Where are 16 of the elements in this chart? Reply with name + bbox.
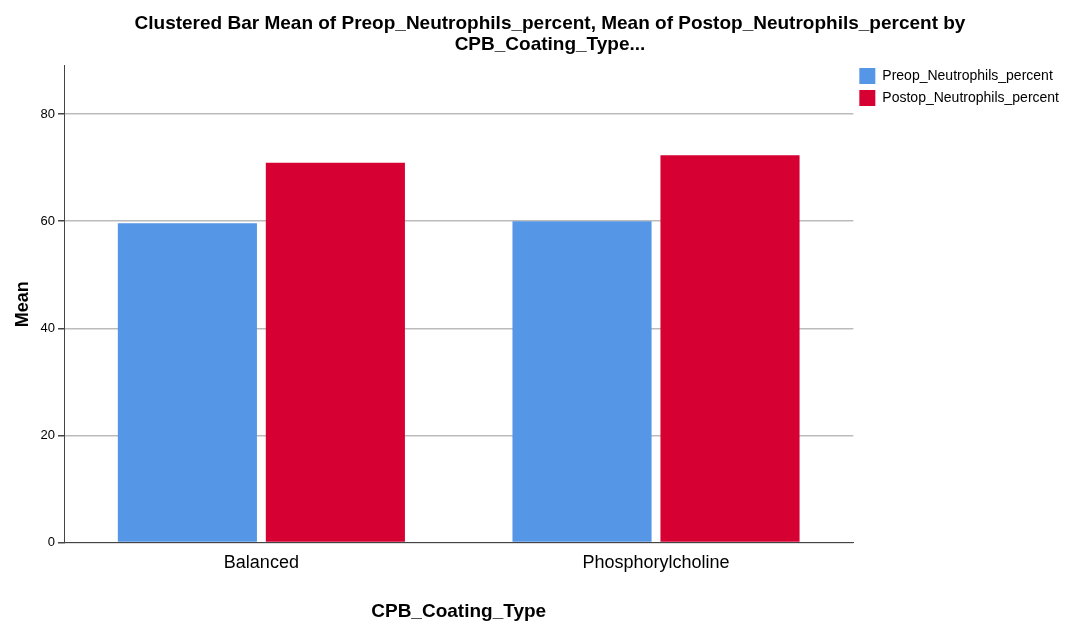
chart-title: Clustered Bar Mean of Preop_Neutrophils_percent, Mean of Postop_Neutrophils_percent by CPB_Coating_Type...: [133, 11, 967, 55]
bar: [512, 221, 652, 542]
y-tick-label: 0: [47, 534, 56, 550]
bar: [660, 155, 800, 542]
legend-label: Preop_Neutrophils_percent: [882, 66, 1053, 83]
bar: [265, 162, 405, 542]
bar: [117, 223, 257, 542]
y-tick-label: 60: [40, 212, 56, 228]
y-tick-label: 80: [40, 105, 56, 121]
y-tick-label: 20: [40, 427, 56, 443]
x-axis-title: CPB_Coating_Type: [371, 599, 547, 621]
y-axis-title: Mean: [11, 281, 32, 328]
x-tick-label: Balanced: [223, 552, 299, 573]
legend-label: Postop_Neutrophils_percent: [882, 88, 1060, 105]
y-tick-label: 40: [40, 319, 56, 335]
x-tick-label: Phosphorylcholine: [582, 552, 730, 573]
